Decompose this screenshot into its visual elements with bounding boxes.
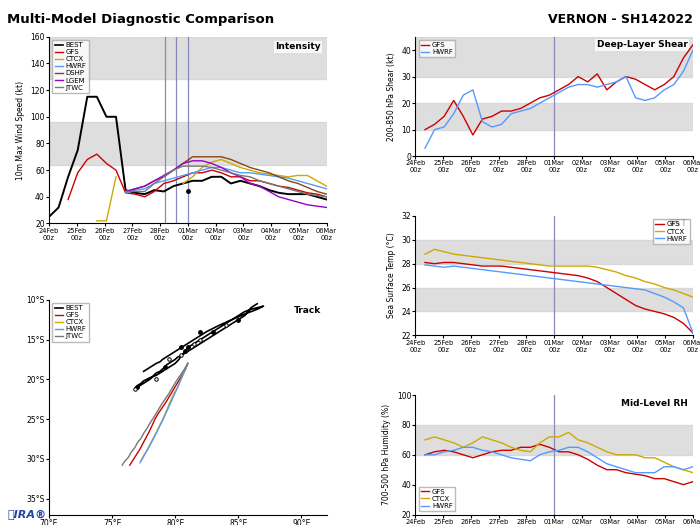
Text: Intensity: Intensity <box>275 43 321 51</box>
Y-axis label: 700-500 hPa Humidity (%): 700-500 hPa Humidity (%) <box>382 404 391 506</box>
Bar <box>415 288 693 311</box>
Text: Deep-Layer Shear: Deep-Layer Shear <box>596 40 687 49</box>
Bar <box>415 103 693 130</box>
Bar <box>49 122 327 165</box>
Legend: BEST, GFS, CTCX, HWRF, JTWC: BEST, GFS, CTCX, HWRF, JTWC <box>52 303 89 342</box>
Text: SST: SST <box>668 219 687 228</box>
Text: ⒸIRA®: ⒸIRA® <box>7 510 46 520</box>
Y-axis label: 200-850 hPa Shear (kt): 200-850 hPa Shear (kt) <box>387 52 396 141</box>
Text: Mid-Level RH: Mid-Level RH <box>621 398 687 407</box>
Legend: GFS, CTCX, HWRF: GFS, CTCX, HWRF <box>653 219 690 244</box>
Bar <box>49 37 327 79</box>
Bar <box>415 37 693 77</box>
Y-axis label: Sea Surface Temp (°C): Sea Surface Temp (°C) <box>387 233 396 319</box>
Text: Multi-Model Diagnostic Comparison: Multi-Model Diagnostic Comparison <box>7 13 274 26</box>
Legend: GFS, CTCX, HWRF: GFS, CTCX, HWRF <box>419 487 455 511</box>
Bar <box>415 425 693 455</box>
Y-axis label: 10m Max Wind Speed (kt): 10m Max Wind Speed (kt) <box>16 80 25 180</box>
Text: Track: Track <box>294 306 321 315</box>
Legend: BEST, GFS, CTCX, HWRF, DSHP, LGEM, JTWC: BEST, GFS, CTCX, HWRF, DSHP, LGEM, JTWC <box>52 40 89 92</box>
Legend: GFS, HWRF: GFS, HWRF <box>419 40 455 57</box>
Bar <box>415 240 693 264</box>
Text: VERNON - SH142022: VERNON - SH142022 <box>548 13 693 26</box>
